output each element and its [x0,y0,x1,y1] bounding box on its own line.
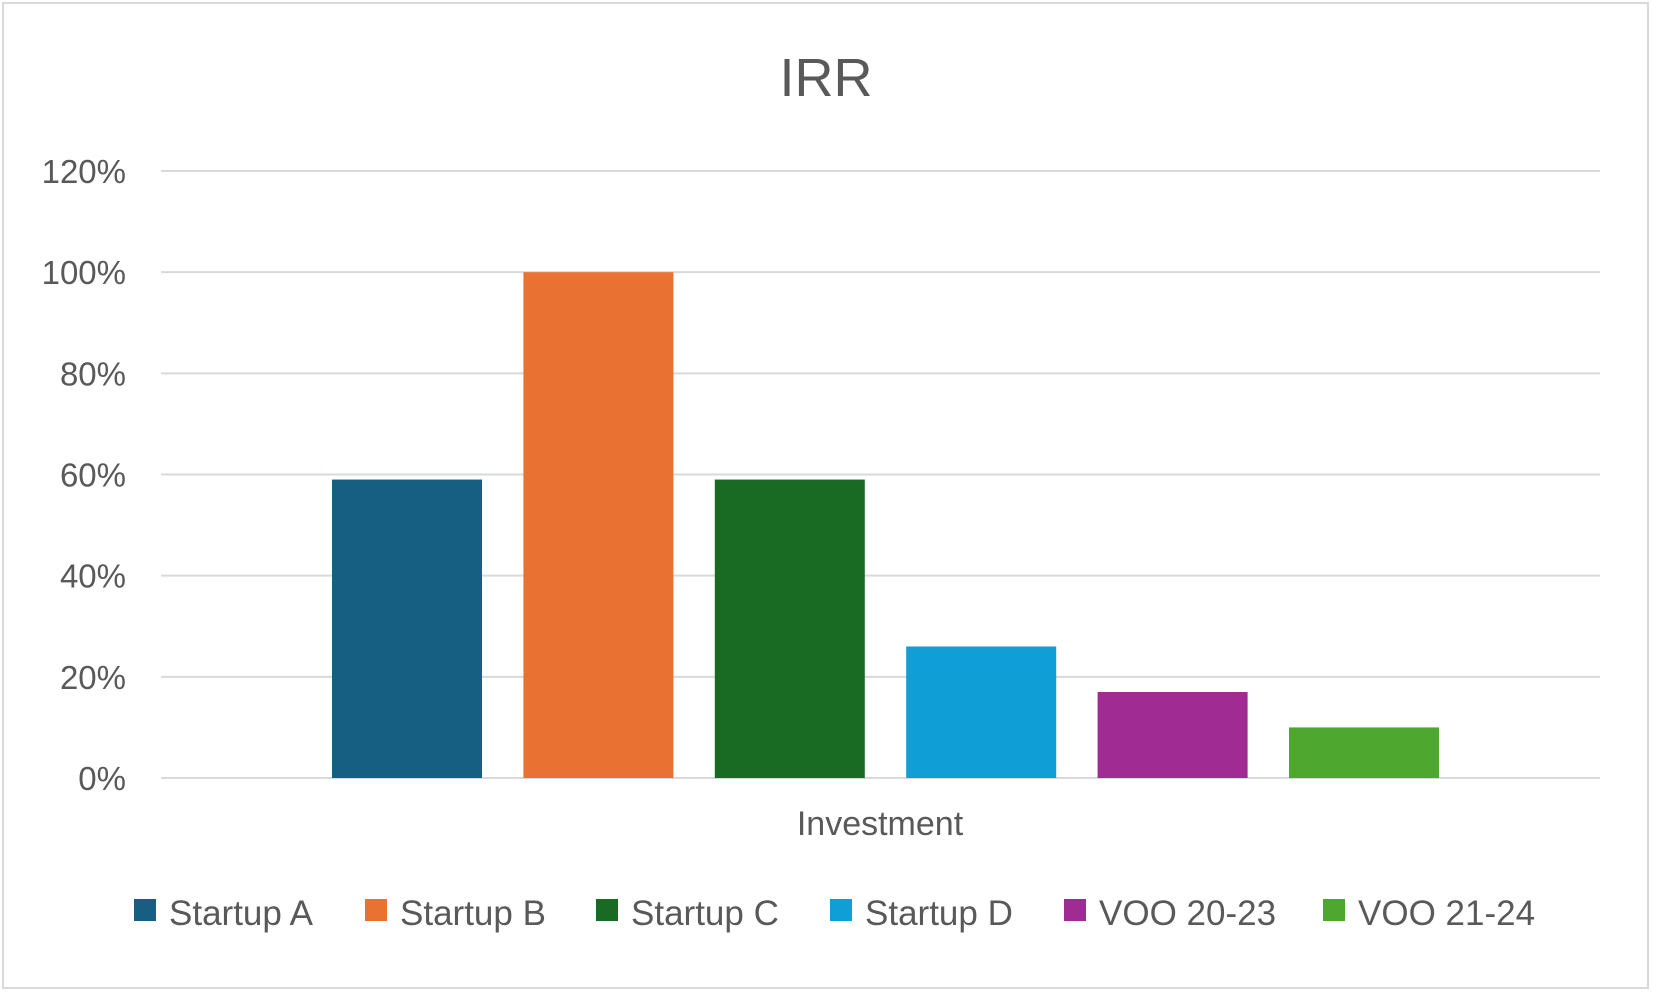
bars [332,272,1439,778]
bar-startup-c [714,479,865,778]
legend-label: Startup D [865,894,1013,933]
y-tick-label: 80% [60,355,126,392]
legend-label: VOO 21-24 [1358,894,1535,933]
legend-swatch [596,899,618,921]
legend-label: Startup A [169,894,314,933]
chart-title: IRR [780,48,873,108]
legend-item: Startup B [365,894,546,933]
bar-startup-d [906,646,1057,778]
legend-item: Startup D [830,894,1013,933]
legend-swatch [830,899,852,921]
legend-item: Startup C [596,894,779,933]
legend-label: VOO 20-23 [1099,894,1276,933]
legend-item: Startup A [134,894,314,933]
irr-bar-chart: IRR 0% 20% 40% 60% 80% 100% 120% Investment St… [42,48,1600,933]
legend: Startup A Startup B Startup C Startup D VOO … [134,894,1535,933]
y-tick-label: 60% [60,457,126,494]
y-tick-label: 20% [60,659,126,696]
legend-item: VOO 20-23 [1064,894,1276,933]
y-tick-label: 100% [42,254,126,291]
y-tick-label: 40% [60,558,126,595]
legend-item: VOO 21-24 [1323,894,1535,933]
legend-swatch [1064,899,1086,921]
y-axis-tick-labels: 0% 20% 40% 60% 80% 100% 120% [42,153,126,797]
y-tick-label: 120% [42,153,126,190]
legend-swatch [134,899,156,921]
bar-startup-b [523,272,674,778]
bar-voo-20-23 [1097,692,1248,778]
legend-swatch [1323,899,1345,921]
bar-startup-a [332,479,482,778]
legend-swatch [365,899,387,921]
legend-label: Startup C [631,894,779,933]
legend-label: Startup B [400,894,546,933]
x-axis-label: Investment [797,805,964,843]
bar-voo-21-24 [1289,727,1439,778]
y-tick-label: 0% [78,760,126,797]
